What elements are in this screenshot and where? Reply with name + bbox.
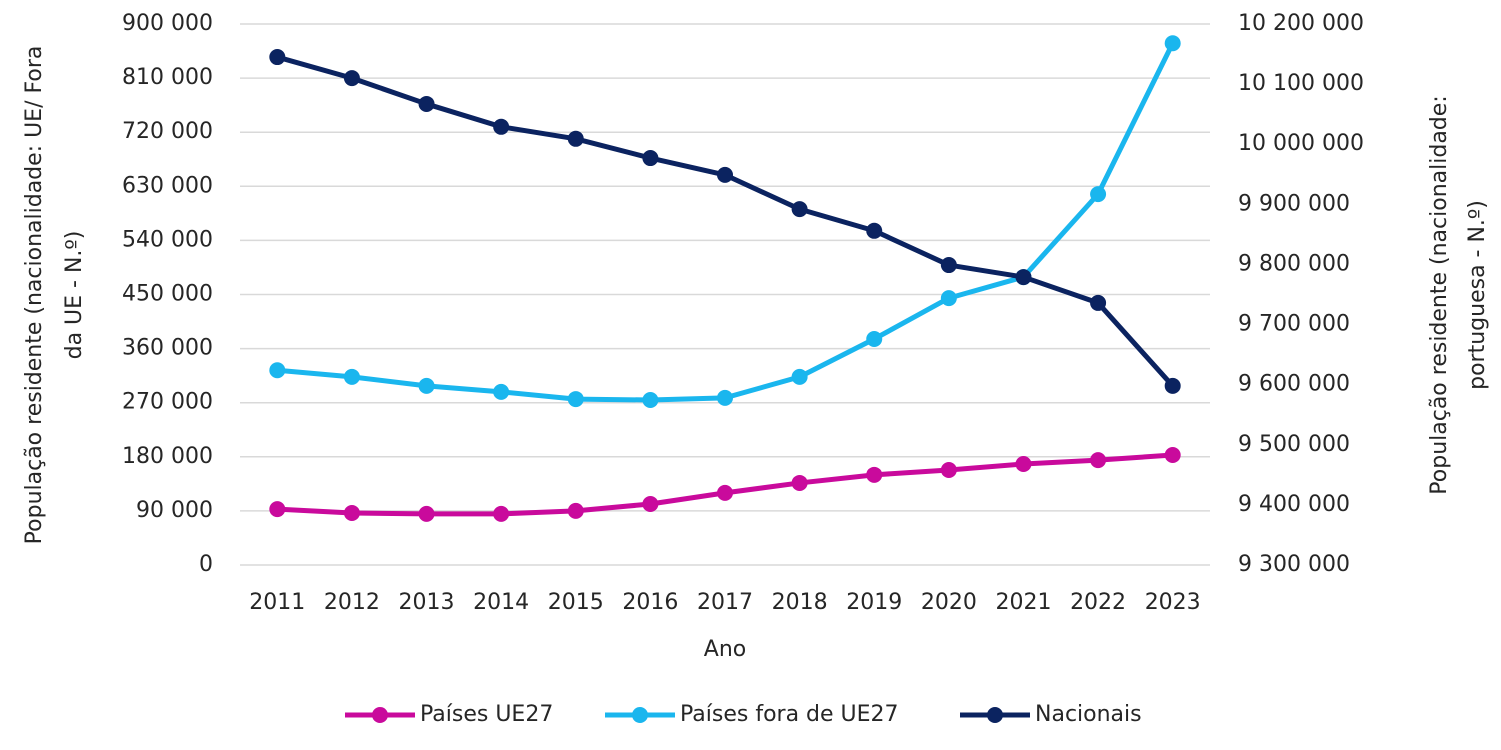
x-tick-label: 2019 [846,590,902,615]
x-tick-label: 2023 [1145,590,1201,615]
marker [269,362,286,379]
marker [866,222,883,239]
y2-tick-label: 10 200 000 [1238,11,1364,36]
marker [940,290,957,307]
x-tick-label: 2021 [995,590,1051,615]
marker [717,484,733,501]
marker [717,166,733,183]
legend-marker [632,707,648,723]
y2-tick-label: 9 800 000 [1238,251,1350,276]
x-tick-label: 2016 [622,590,678,615]
marker [866,466,883,483]
legend-label: Nacionais [1035,702,1142,727]
legend-label: Países UE27 [420,702,553,727]
y-tick-label: 360 000 [122,336,213,361]
marker [866,330,883,347]
marker [1015,456,1032,473]
x-tick-label: 2013 [399,590,455,615]
marker [269,501,286,518]
marker [493,118,510,135]
legend-label: Países fora de UE27 [680,702,899,727]
y-tick-label: 720 000 [122,119,213,144]
x-tick-label: 2015 [548,590,604,615]
marker [493,383,510,400]
y-tick-label: 900 000 [122,11,213,36]
y2-tick-label: 9 900 000 [1238,191,1350,216]
y2-tick-label: 9 500 000 [1238,432,1350,457]
marker [1090,452,1107,469]
marker [1090,186,1107,203]
marker [418,95,435,112]
series-line [277,452,1173,517]
x-axis-label: Ano [704,637,746,662]
marker [1090,294,1107,311]
marker [418,505,435,522]
x-tick-label: 2011 [249,590,305,615]
marker [343,70,360,87]
marker [1015,269,1032,286]
x-tick-label: 2022 [1070,590,1126,615]
y2-axis-label: População residente (nacionalidade: [1427,95,1452,494]
marker [791,474,808,491]
y2-tick-label: 10 000 000 [1238,131,1364,156]
marker [567,502,584,519]
marker [791,201,808,218]
x-tick-label: 2017 [697,590,753,615]
marker [418,377,435,394]
y-axis-label: da UE - N.º) [62,231,87,360]
x-tick-label: 2012 [324,590,380,615]
y2-tick-label: 10 100 000 [1238,71,1364,96]
y2-tick-label: 9 300 000 [1238,552,1350,577]
marker [567,130,584,147]
y2-axis-label: portuguesa - N.º) [1465,200,1490,390]
y-tick-label: 810 000 [122,65,213,90]
marker [343,368,360,385]
marker [1164,35,1181,52]
legend-marker [987,707,1003,723]
marker [642,391,659,408]
marker [269,49,286,66]
y-tick-label: 90 000 [136,498,213,523]
y-tick-label: 630 000 [122,173,213,198]
marker [940,462,957,479]
y-axis-label: População residente (nacionalidade: UE/ … [22,46,47,545]
marker [1164,377,1181,394]
y-tick-label: 270 000 [122,390,213,415]
y-tick-label: 540 000 [122,227,213,252]
y-tick-label: 0 [199,552,213,577]
marker [343,505,360,522]
x-tick-label: 2018 [772,590,828,615]
marker [493,505,510,522]
x-tick-label: 2014 [473,590,529,615]
marker [642,495,659,512]
y2-tick-label: 9 400 000 [1238,492,1350,517]
marker [642,150,659,167]
y2-tick-label: 9 600 000 [1238,372,1350,397]
y-tick-label: 180 000 [122,444,213,469]
series-line [276,54,1175,388]
y-tick-label: 450 000 [122,282,213,307]
x-tick-label: 2020 [921,590,977,615]
marker [1164,446,1181,463]
marker [717,389,733,406]
marker [940,257,957,274]
marker [791,368,808,385]
marker [567,391,584,408]
legend-marker [372,707,388,723]
y2-tick-label: 9 700 000 [1238,312,1350,337]
